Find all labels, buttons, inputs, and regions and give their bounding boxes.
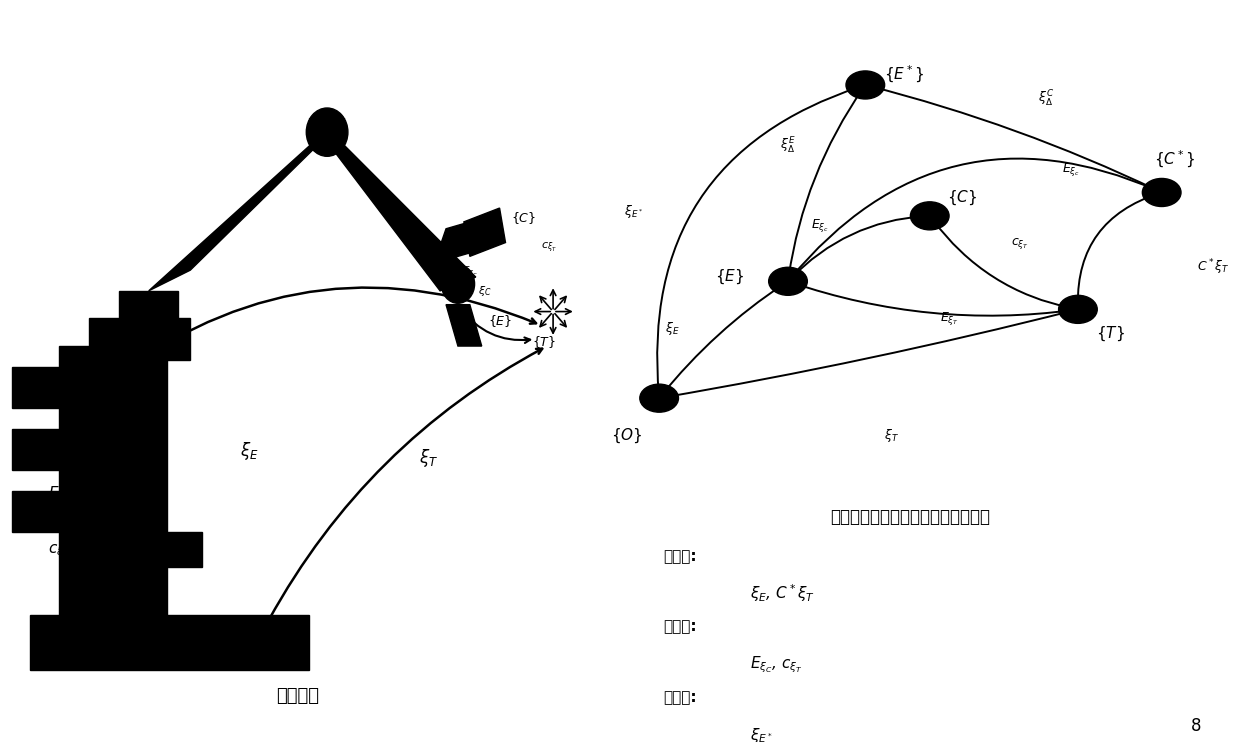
Text: $E_{\xi_c}$: $E_{\xi_c}$: [812, 217, 829, 234]
Text: $\{C\}$: $\{C\}$: [947, 188, 978, 207]
Text: 8: 8: [1192, 717, 1202, 735]
Text: $\xi_{E^*}$: $\xi_{E^*}$: [623, 203, 643, 220]
Text: $\{T\}$: $\{T\}$: [532, 334, 556, 350]
Polygon shape: [310, 118, 476, 291]
Polygon shape: [12, 491, 59, 532]
Text: $\xi_T$: $\xi_T$: [419, 447, 437, 470]
Circle shape: [639, 384, 679, 412]
Text: $\{O\}$: $\{O\}$: [611, 427, 643, 445]
Polygon shape: [463, 208, 506, 256]
Text: $c_{\xi_T}$: $c_{\xi_T}$: [541, 241, 558, 255]
Text: $C^*\xi_T$: $C^*\xi_T$: [1197, 257, 1229, 277]
Text: $\{E\}$: $\{E\}$: [488, 313, 512, 329]
Polygon shape: [149, 118, 344, 291]
Polygon shape: [434, 215, 493, 263]
Polygon shape: [166, 532, 202, 567]
Polygon shape: [12, 367, 59, 408]
Text: 已知量:: 已知量:: [663, 549, 696, 564]
Text: $\{E^*\}$: $\{E^*\}$: [883, 65, 924, 85]
Text: $\xi_E$: $\xi_E$: [665, 320, 679, 337]
Text: $\xi_T$: $\xi_T$: [883, 427, 898, 444]
Text: $\xi_{\Delta}^E$: $\xi_{\Delta}^E$: [781, 136, 795, 156]
Text: $E_{\xi_T}$: $E_{\xi_T}$: [939, 310, 959, 327]
Polygon shape: [59, 346, 166, 615]
Text: $\{C^*\}$: $\{C^*\}$: [1154, 148, 1196, 170]
Text: $E_{\xi_C}$: 手眼标定: $E_{\xi_C}$: 手眼标定: [47, 484, 112, 505]
Text: 目标量:: 目标量:: [663, 690, 696, 705]
Circle shape: [846, 71, 885, 99]
Text: 基于位置的视觉伺服的相对位姿网络: 基于位置的视觉伺服的相对位姿网络: [830, 508, 991, 526]
Circle shape: [441, 265, 475, 303]
Text: $\xi_{E^*}$: $\xi_{E^*}$: [750, 726, 773, 742]
Circle shape: [1058, 295, 1098, 324]
Text: $\{E\}$: $\{E\}$: [715, 268, 745, 286]
Circle shape: [768, 267, 808, 295]
Text: $\xi_E$: $\xi_E$: [240, 441, 259, 462]
Text: $\xi_{\Delta}^C$: $\xi_{\Delta}^C$: [1038, 89, 1053, 109]
Text: $E_{\xi_c}$: $E_{\xi_c}$: [1063, 160, 1080, 177]
Text: 手眼固连: 手眼固连: [276, 687, 318, 705]
Circle shape: [1142, 178, 1181, 206]
Text: $c_{\xi_T}$: $c_{\xi_T}$: [1011, 237, 1028, 252]
Circle shape: [306, 108, 348, 157]
Polygon shape: [119, 291, 178, 332]
Text: $E_{\xi_C}$: $E_{\xi_C}$: [462, 263, 478, 279]
Text: $\xi_E$, $C^*\xi_T$: $\xi_E$, $C^*\xi_T$: [750, 582, 814, 604]
Circle shape: [911, 202, 949, 230]
Polygon shape: [12, 429, 59, 470]
Text: $E_{\xi_C}$, $c_{\xi_T}$: $E_{\xi_C}$, $c_{\xi_T}$: [750, 654, 803, 675]
Text: $c_{\xi_T}$: 位姿估计: $c_{\xi_T}$: 位姿估计: [47, 542, 110, 559]
Text: $\{C\}$: $\{C\}$: [512, 210, 536, 226]
Polygon shape: [89, 318, 191, 360]
Text: $\{T\}$: $\{T\}$: [1095, 324, 1125, 343]
Text: 估计量:: 估计量:: [663, 620, 696, 634]
Text: $\xi_C$: $\xi_C$: [478, 284, 492, 298]
Polygon shape: [30, 615, 310, 671]
Polygon shape: [446, 305, 482, 346]
